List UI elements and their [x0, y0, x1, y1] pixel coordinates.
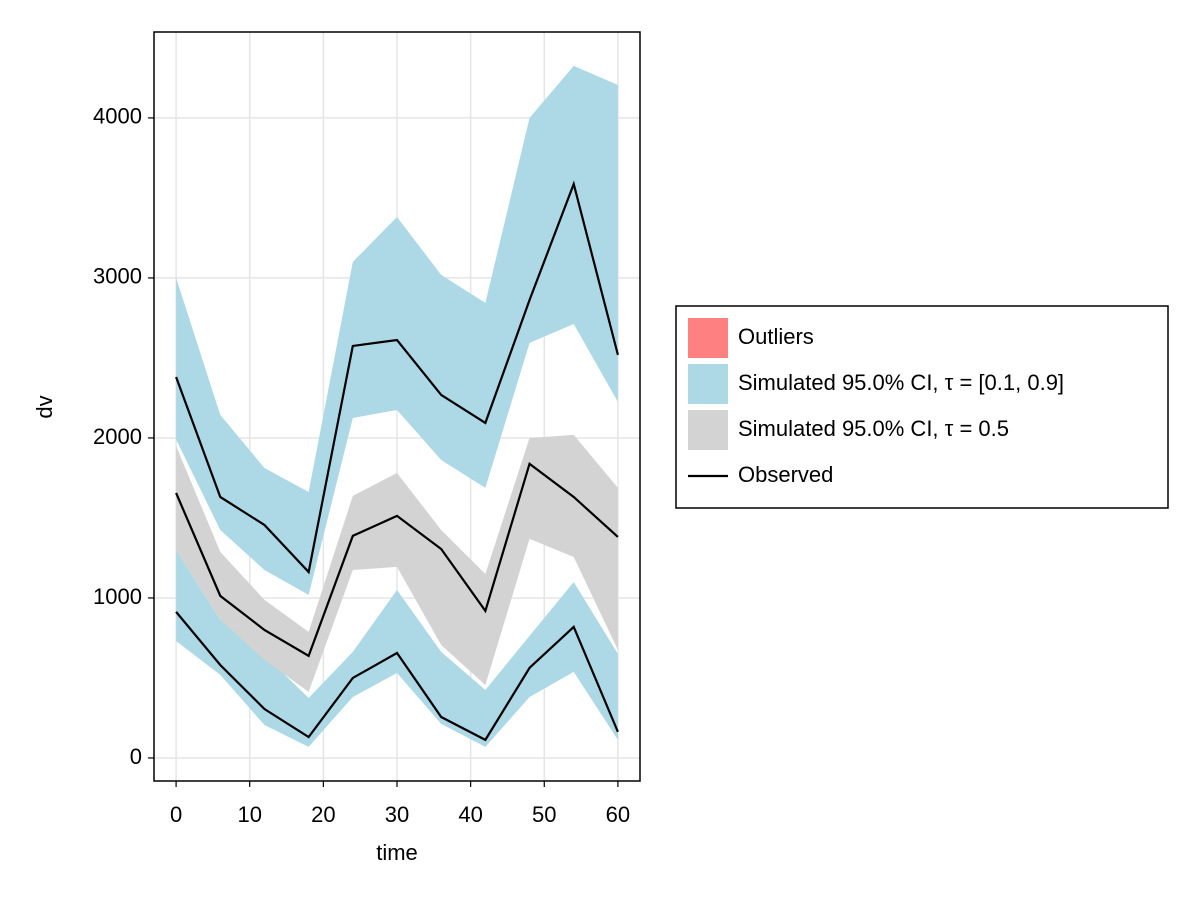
y-tick-label: 2000 — [93, 424, 142, 449]
observed-line — [175, 180, 619, 575]
x-tick-label: 0 — [170, 802, 182, 827]
legend-label: Observed — [738, 462, 833, 487]
legend-swatch — [688, 318, 728, 358]
legend-label: Simulated 95.0% CI, τ = 0.5 — [738, 416, 1009, 441]
legend-label: Simulated 95.0% CI, τ = [0.1, 0.9] — [738, 370, 1064, 395]
x-tick-label: 20 — [311, 802, 335, 827]
y-axis-label: dv — [32, 395, 57, 418]
y-tick-label: 3000 — [93, 264, 142, 289]
plot-frame — [153, 31, 641, 782]
ci-band — [176, 549, 618, 747]
legend-swatch — [688, 364, 728, 404]
x-tick-label: 40 — [458, 802, 482, 827]
observed-line — [175, 611, 619, 742]
x-tick-label: 10 — [237, 802, 261, 827]
legend-swatch — [688, 410, 728, 450]
y-tick-label: 4000 — [93, 104, 142, 129]
x-tick-label: 50 — [532, 802, 556, 827]
legend-box — [675, 305, 1169, 509]
y-tick-label: 0 — [130, 744, 142, 769]
ci-band — [176, 65, 618, 595]
observed-line — [175, 462, 619, 658]
legend-label: Outliers — [738, 324, 814, 349]
y-tick-label: 1000 — [93, 584, 142, 609]
x-axis-label: time — [376, 840, 418, 865]
x-tick-label: 30 — [385, 802, 409, 827]
x-tick-label: 60 — [606, 802, 630, 827]
ci-band — [176, 434, 618, 692]
